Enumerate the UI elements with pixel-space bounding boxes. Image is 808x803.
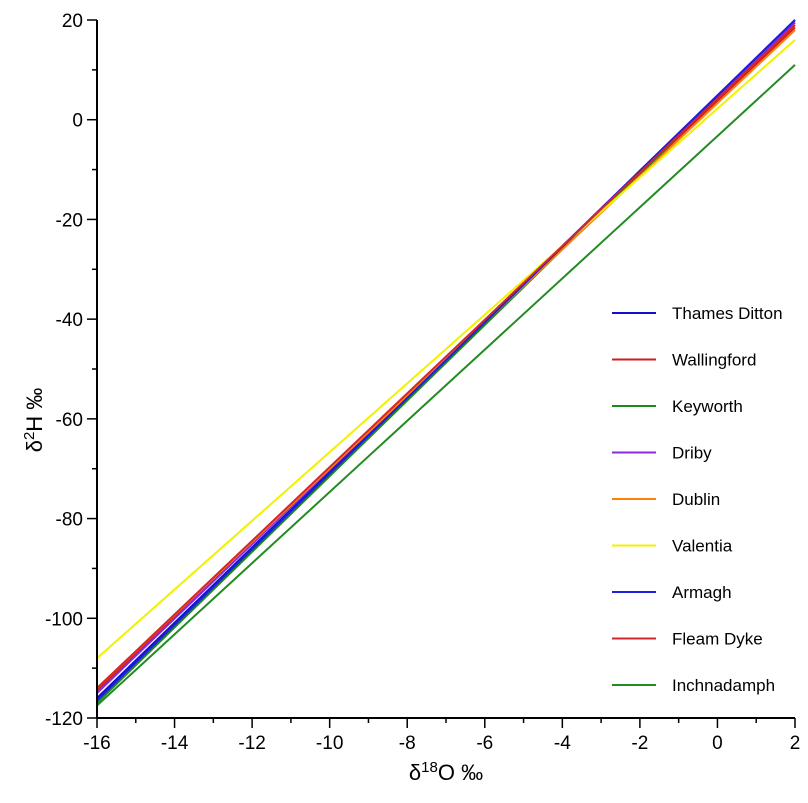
series-line-8	[96, 64, 796, 707]
y-tick-label: -60	[56, 410, 83, 431]
y-tick-label: -40	[56, 310, 83, 331]
legend-label-0: Thames Ditton	[672, 304, 783, 323]
legend-label-6: Armagh	[672, 583, 732, 602]
x-tick-label: -14	[161, 733, 189, 754]
legend: Thames Ditton Wallingford Keyworth Driby Dub…	[612, 304, 783, 695]
x-tick-label: -16	[83, 733, 110, 754]
series-line-5	[96, 39, 796, 659]
y-tick-label: -20	[56, 210, 83, 231]
y-tick-label: 20	[62, 11, 83, 32]
x-tick-label: -2	[631, 733, 648, 754]
legend-label-3: Driby	[672, 444, 712, 463]
y-tick-label: -100	[45, 609, 83, 630]
x-tick-label: -8	[399, 733, 416, 754]
x-tick-label: -6	[476, 733, 493, 754]
x-tick-label: 2	[790, 733, 801, 754]
y-axis-title: δ2H ‰	[21, 388, 48, 453]
x-tick-label: -4	[554, 733, 571, 754]
y-tick-label: 0	[72, 111, 83, 132]
x-tick-label: 0	[712, 733, 723, 754]
legend-label-7: Fleam Dyke	[672, 630, 763, 649]
legend-label-2: Keyworth	[672, 397, 743, 416]
legend-label-5: Valentia	[672, 537, 733, 556]
axes: -16 -14 -12 -10 -8 -6 -4 -2 0 2200-20-40-60-80-10…	[45, 11, 800, 754]
legend-label-8: Inchnadamph	[672, 676, 775, 695]
legend-label-4: Dublin	[672, 490, 720, 509]
x-tick-label: -12	[238, 733, 265, 754]
y-tick-label: -120	[45, 709, 83, 730]
x-axis-title: δ18O ‰	[409, 759, 483, 786]
series-line-6	[96, 19, 796, 702]
legend-label-1: Wallingford	[672, 351, 756, 370]
series-lines	[96, 19, 796, 707]
series-line-7	[96, 24, 796, 689]
x-tick-label: -10	[316, 733, 343, 754]
y-tick-label: -80	[56, 510, 83, 531]
